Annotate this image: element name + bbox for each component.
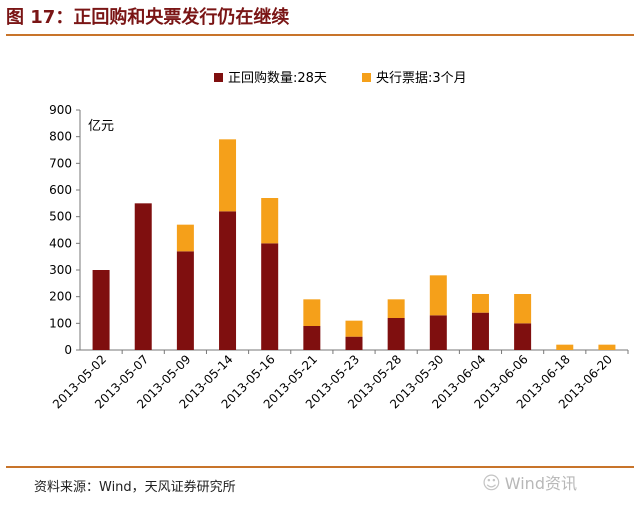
y-tick-label: 800 — [49, 130, 72, 144]
title-divider — [6, 34, 634, 36]
source-note: 资料来源：Wind，天风证券研究所 — [34, 480, 236, 495]
y-tick-label: 300 — [49, 263, 72, 277]
bar-cbill-3m — [387, 299, 405, 318]
legend-label-repo: 正回购数量:28天 — [228, 70, 327, 86]
y-tick-label: 0 — [64, 343, 72, 357]
footer-divider — [6, 466, 634, 468]
bar-repo-28d — [92, 270, 110, 350]
bar-repo-28d — [303, 326, 321, 350]
y-tick-label: 700 — [49, 156, 72, 170]
y-tick-label: 100 — [49, 316, 72, 330]
bar-repo-28d — [387, 318, 405, 350]
stacked-bar-chart: 0100200300400500600700800900亿元2013-05-02… — [49, 70, 629, 411]
bar-repo-28d — [134, 203, 152, 350]
bar-repo-28d — [514, 323, 532, 350]
bar-repo-28d — [429, 315, 447, 350]
bar-cbill-3m — [219, 139, 237, 212]
watermark-text: Wind资讯 — [504, 474, 577, 493]
bar-repo-28d — [219, 211, 237, 350]
bar-repo-28d — [176, 251, 194, 350]
bar-cbill-3m — [598, 344, 616, 350]
bar-cbill-3m — [261, 198, 279, 244]
bar-cbill-3m — [345, 320, 363, 337]
bar-cbill-3m — [514, 294, 532, 324]
watermark: ☺ Wind资讯 — [482, 470, 577, 494]
legend-label-cbill: 央行票据:3个月 — [376, 71, 467, 86]
figure-title: 图 17：正回购和央票发行仍在继续 — [6, 7, 290, 28]
bar-cbill-3m — [176, 224, 194, 252]
y-tick-label: 600 — [49, 183, 72, 197]
y-axis-label: 亿元 — [88, 119, 114, 134]
bar-repo-28d — [345, 336, 363, 350]
wechat-icon: ☺ — [482, 473, 501, 494]
bar-cbill-3m — [303, 299, 321, 326]
legend-swatch-repo — [214, 73, 223, 82]
y-tick-label: 500 — [49, 210, 72, 224]
bar-cbill-3m — [429, 275, 447, 316]
legend-swatch-cbill — [362, 73, 371, 82]
y-tick-label: 200 — [49, 290, 72, 304]
y-tick-label: 900 — [49, 103, 72, 117]
bar-repo-28d — [261, 243, 279, 350]
y-tick-label: 400 — [49, 236, 72, 250]
bar-cbill-3m — [556, 344, 574, 350]
bar-cbill-3m — [471, 294, 489, 313]
bar-repo-28d — [471, 312, 489, 350]
